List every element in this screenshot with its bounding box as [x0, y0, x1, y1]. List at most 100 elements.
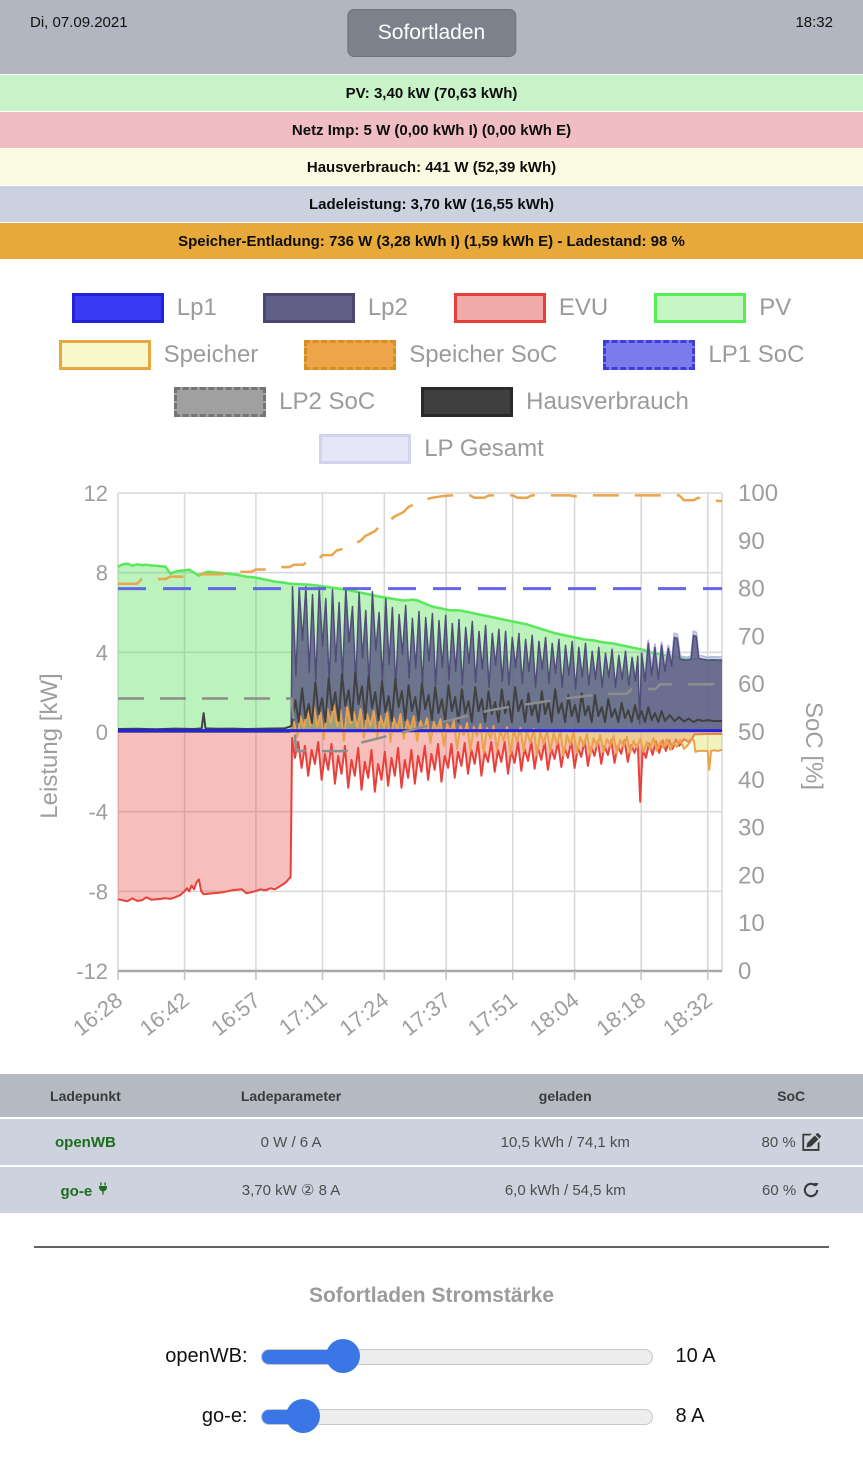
chart-section: Lp1 Lp2 EVU PV Speicher Speicher SoC LP1 SoC LP…	[0, 293, 863, 1054]
column-header-ladepunkt: Ladepunkt	[0, 1074, 171, 1118]
status-bar-hausverbrauch: Hausverbrauch: 441 W (52,39 kWh)	[0, 149, 863, 185]
chargepoint-table: Ladepunkt Ladeparameter geladen SoC openWB 0…	[0, 1074, 863, 1213]
soc-cell: 60 %	[719, 1165, 863, 1213]
legend-label: Speicher SoC	[409, 341, 558, 368]
legend-label: EVU	[558, 294, 609, 321]
svg-text:20: 20	[738, 862, 765, 889]
time-label: 18:32	[795, 14, 833, 31]
legend-label: LP2 SoC	[279, 388, 376, 415]
slider-thumb-go-e[interactable]	[285, 1398, 320, 1433]
svg-text:0: 0	[738, 958, 751, 985]
svg-text:80: 80	[738, 576, 765, 603]
legend-item-evu[interactable]: EVU	[453, 293, 609, 323]
legend-swatch-speicher	[58, 340, 151, 370]
refresh-icon	[804, 1182, 820, 1198]
slider-row-go-e: go-e: 8 A	[0, 1398, 863, 1433]
chargepoint-name: openWB	[0, 1117, 171, 1166]
slider-label-go-e: go-e:	[201, 1405, 248, 1427]
svg-text:-8: -8	[88, 879, 108, 904]
legend-label: Lp1	[176, 294, 217, 321]
legend-swatch-hausverbrauch	[421, 387, 514, 417]
column-header-geladen: geladen	[411, 1074, 720, 1118]
legend-swatch-lp1	[71, 293, 164, 323]
svg-text:60: 60	[738, 671, 765, 698]
slider-value-openwb: 10 A	[675, 1345, 716, 1367]
legend-item-lp2-soc[interactable]: LP2 SoC	[174, 387, 375, 417]
section-divider	[34, 1246, 829, 1248]
legend-item-lp2[interactable]: Lp2	[262, 293, 408, 323]
soc-refresh-button[interactable]	[802, 1181, 820, 1199]
top-bar: Di, 07.09.2021 Sofortladen 18:32	[0, 0, 863, 74]
svg-text:16:28: 16:28	[68, 987, 127, 1041]
legend-item-lp1-soc[interactable]: LP1 SoC	[603, 340, 804, 370]
legend-swatch-lp2-soc	[174, 387, 267, 417]
status-bars: PV: 3,40 kW (70,63 kWh) Netz Imp: 5 W (0,…	[0, 75, 863, 259]
legend-label: Speicher	[163, 341, 259, 368]
status-bar-text: Hausverbrauch: 441 W (52,39 kWh)	[306, 158, 557, 176]
legend-label: Lp2	[367, 294, 408, 321]
legend-item-hausverbrauch[interactable]: Hausverbrauch	[421, 387, 689, 417]
svg-text:16:57: 16:57	[206, 987, 265, 1041]
legend-swatch-lp1-soc	[603, 340, 696, 370]
legend-item-speicher-soc[interactable]: Speicher SoC	[304, 340, 557, 370]
soc-cell: 80 %	[719, 1117, 863, 1166]
legend-item-lp-gesamt[interactable]: LP Gesamt	[319, 434, 544, 464]
status-bar-ladeleistung: Ladeleistung: 3,70 kW (16,55 kWh)	[0, 186, 863, 222]
svg-text:-4: -4	[88, 800, 108, 825]
legend-item-pv[interactable]: PV	[654, 293, 791, 323]
svg-text:17:24: 17:24	[335, 987, 394, 1041]
legend-item-speicher[interactable]: Speicher	[58, 340, 259, 370]
edit-icon	[802, 1132, 821, 1151]
charged-amount: 6,0 kWh / 54,5 km	[411, 1165, 720, 1213]
legend-swatch-evu	[453, 293, 546, 323]
svg-text:50: 50	[738, 719, 765, 746]
status-bar-pv: PV: 3,40 kW (70,63 kWh)	[0, 75, 863, 111]
svg-text:40: 40	[738, 767, 765, 794]
svg-text:10: 10	[738, 910, 765, 937]
chargepoint-name: go-e	[0, 1165, 171, 1213]
slider-row-openwb: openWB: 10 A	[0, 1338, 863, 1373]
soc-value: 80 %	[761, 1133, 796, 1151]
soc-value: 60 %	[762, 1181, 797, 1199]
svg-text:18:32: 18:32	[658, 987, 717, 1041]
legend-item-lp1[interactable]: Lp1	[71, 293, 217, 323]
svg-text:8: 8	[96, 561, 108, 586]
svg-text:17:11: 17:11	[274, 987, 331, 1040]
status-bar-text: PV: 3,40 kW (70,63 kWh)	[345, 84, 518, 102]
soc-edit-button[interactable]	[802, 1132, 821, 1152]
status-bar-speicher: Speicher-Entladung: 736 W (3,28 kWh I) (…	[0, 223, 863, 259]
charge-parameters: 0 W / 6 A	[170, 1117, 412, 1166]
current-sliders: openWB: 10 A go-e: 8 A	[0, 1338, 863, 1433]
legend-label: LP Gesamt	[424, 435, 544, 462]
svg-text:-12: -12	[76, 959, 108, 984]
date-label: Di, 07.09.2021	[30, 14, 128, 31]
legend-label: PV	[759, 294, 792, 321]
openwb-dashboard: Di, 07.09.2021 Sofortladen 18:32 PV: 3,4…	[0, 0, 863, 1433]
svg-text:70: 70	[738, 623, 765, 650]
svg-text:4: 4	[96, 640, 108, 665]
chart-legend: Lp1 Lp2 EVU PV Speicher Speicher SoC LP1 SoC LP…	[0, 293, 863, 464]
slider-label-openwb: openWB:	[165, 1345, 248, 1367]
svg-text:17:37: 17:37	[396, 987, 455, 1041]
svg-text:16:42: 16:42	[135, 987, 194, 1041]
slider-section-title: Sofortladen Stromstärke	[308, 1284, 555, 1307]
legend-label: Hausverbrauch	[526, 388, 689, 415]
status-bar-text: Ladeleistung: 3,70 kW (16,55 kWh)	[308, 195, 555, 213]
svg-text:18:18: 18:18	[591, 987, 650, 1041]
slider-track-go-e[interactable]	[260, 1398, 653, 1433]
table-header-row: Ladepunkt Ladeparameter geladen SoC	[0, 1074, 863, 1118]
svg-text:90: 90	[738, 528, 765, 555]
svg-text:SoC [%]: SoC [%]	[800, 702, 827, 790]
column-header-soc: SoC	[719, 1074, 863, 1118]
slider-track-openwb[interactable]	[260, 1338, 653, 1373]
status-bar-netz: Netz Imp: 5 W (0,00 kWh I) (0,00 kWh E)	[0, 112, 863, 148]
svg-text:100: 100	[738, 481, 778, 507]
legend-swatch-lp-gesamt	[319, 434, 412, 464]
status-bar-text: Speicher-Entladung: 736 W (3,28 kWh I) (…	[178, 232, 685, 250]
mode-button[interactable]: Sofortladen	[346, 9, 517, 57]
legend-label: LP1 SoC	[708, 341, 805, 368]
slider-thumb-openwb[interactable]	[325, 1338, 360, 1373]
legend-swatch-speicher-soc	[304, 340, 397, 370]
svg-text:18:04: 18:04	[525, 987, 584, 1041]
